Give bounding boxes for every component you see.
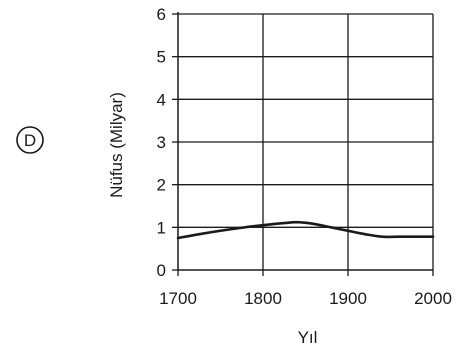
x-tick-label-1900: 1900 bbox=[329, 289, 367, 308]
y-tick-label-3: 3 bbox=[157, 133, 166, 152]
option-letter: D bbox=[24, 131, 36, 150]
y-tick-label-1: 1 bbox=[157, 218, 166, 237]
y-tick-label-0: 0 bbox=[157, 261, 166, 280]
x-tick-labels: 1700 1800 1900 2000 bbox=[159, 289, 452, 308]
y-tick-label-2: 2 bbox=[157, 176, 166, 195]
y-axis-title: Nüfus (Milyar) bbox=[107, 92, 126, 198]
grid bbox=[178, 13, 434, 270]
x-tick-label-1800: 1800 bbox=[244, 289, 282, 308]
option-marker: D bbox=[16, 126, 44, 154]
y-tick-labels: 0 1 2 3 4 5 6 bbox=[157, 5, 166, 280]
x-axis-title: Yıl bbox=[298, 328, 318, 347]
x-tick-label-2000: 2000 bbox=[414, 289, 452, 308]
option-circle bbox=[16, 126, 44, 154]
x-tick-label-1700: 1700 bbox=[159, 289, 197, 308]
series-line-0 bbox=[176, 220, 435, 240]
y-tick-label-6: 6 bbox=[157, 5, 166, 24]
series-layer bbox=[176, 220, 435, 240]
axes bbox=[172, 12, 434, 276]
y-tick-label-5: 5 bbox=[157, 48, 166, 67]
y-tick-label-4: 4 bbox=[157, 90, 166, 109]
